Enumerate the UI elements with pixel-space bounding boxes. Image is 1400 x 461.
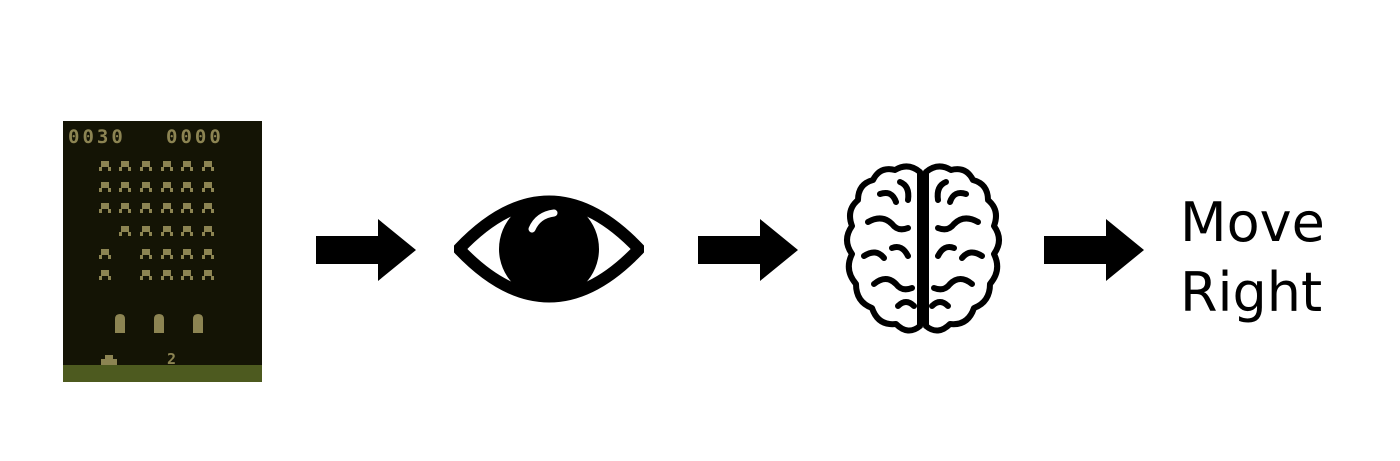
invader-sprite (161, 203, 173, 213)
shield-bunkers (115, 314, 203, 333)
arrow-right-icon (698, 219, 798, 281)
invader-sprite (181, 203, 193, 213)
arrow-right-icon (316, 219, 416, 281)
invader-sprite (99, 270, 111, 280)
invader-grid (99, 161, 214, 280)
invader-sprite (161, 161, 173, 171)
invader-sprite (119, 182, 131, 192)
invader-sprite (202, 270, 214, 280)
player-cannon (101, 355, 117, 365)
action-label: Move Right (1180, 188, 1325, 328)
invader-sprite (140, 161, 152, 171)
score-left: 0030 (68, 126, 126, 148)
invader-sprite (202, 203, 214, 213)
lives-count: 2 (167, 350, 176, 368)
action-line-1: Move (1180, 191, 1325, 254)
invader-sprite (119, 161, 131, 171)
invader-sprite (202, 161, 214, 171)
invader-sprite (202, 182, 214, 192)
game-screen: 0030 0000 2 (63, 121, 262, 382)
invader-sprite (140, 249, 152, 259)
invader-sprite (181, 249, 193, 259)
invader-sprite (181, 226, 193, 236)
invader-sprite (181, 270, 193, 280)
invader-sprite (99, 161, 111, 171)
invader-sprite (99, 203, 111, 213)
invader-sprite (99, 249, 111, 259)
invader-sprite (161, 182, 173, 192)
eye-icon (454, 195, 644, 303)
arrow-right-icon (1044, 219, 1144, 281)
invader-sprite (202, 249, 214, 259)
invader-sprite (140, 226, 152, 236)
invader-sprite (99, 182, 111, 192)
invader-sprite (161, 226, 173, 236)
brain-icon (844, 163, 1002, 334)
action-line-2: Right (1180, 261, 1323, 324)
invader-sprite (202, 226, 214, 236)
invader-sprite (140, 182, 152, 192)
invader-sprite (161, 249, 173, 259)
ground (63, 365, 262, 382)
invader-sprite (119, 203, 131, 213)
invader-sprite (119, 226, 131, 236)
invader-sprite (181, 161, 193, 171)
invader-sprite (161, 270, 173, 280)
invader-sprite (140, 203, 152, 213)
invader-sprite (140, 270, 152, 280)
score-right: 0000 (166, 126, 224, 148)
invader-sprite (181, 182, 193, 192)
